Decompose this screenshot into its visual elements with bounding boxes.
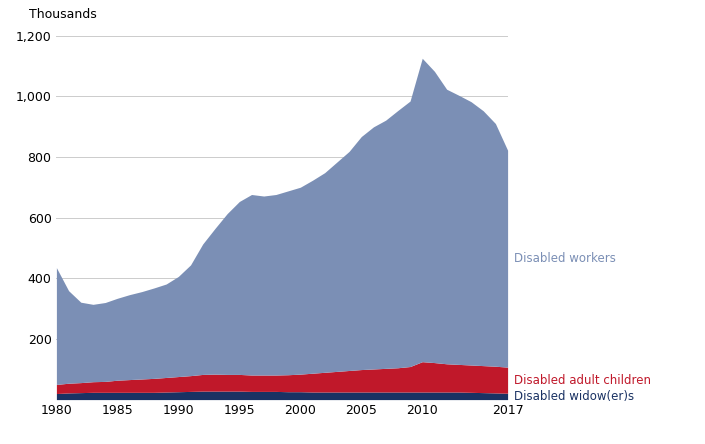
Text: Disabled workers: Disabled workers <box>514 252 615 265</box>
Text: Disabled adult children: Disabled adult children <box>514 374 651 387</box>
Text: Thousands: Thousands <box>30 8 97 21</box>
Text: Disabled widow(er)s: Disabled widow(er)s <box>514 390 634 403</box>
